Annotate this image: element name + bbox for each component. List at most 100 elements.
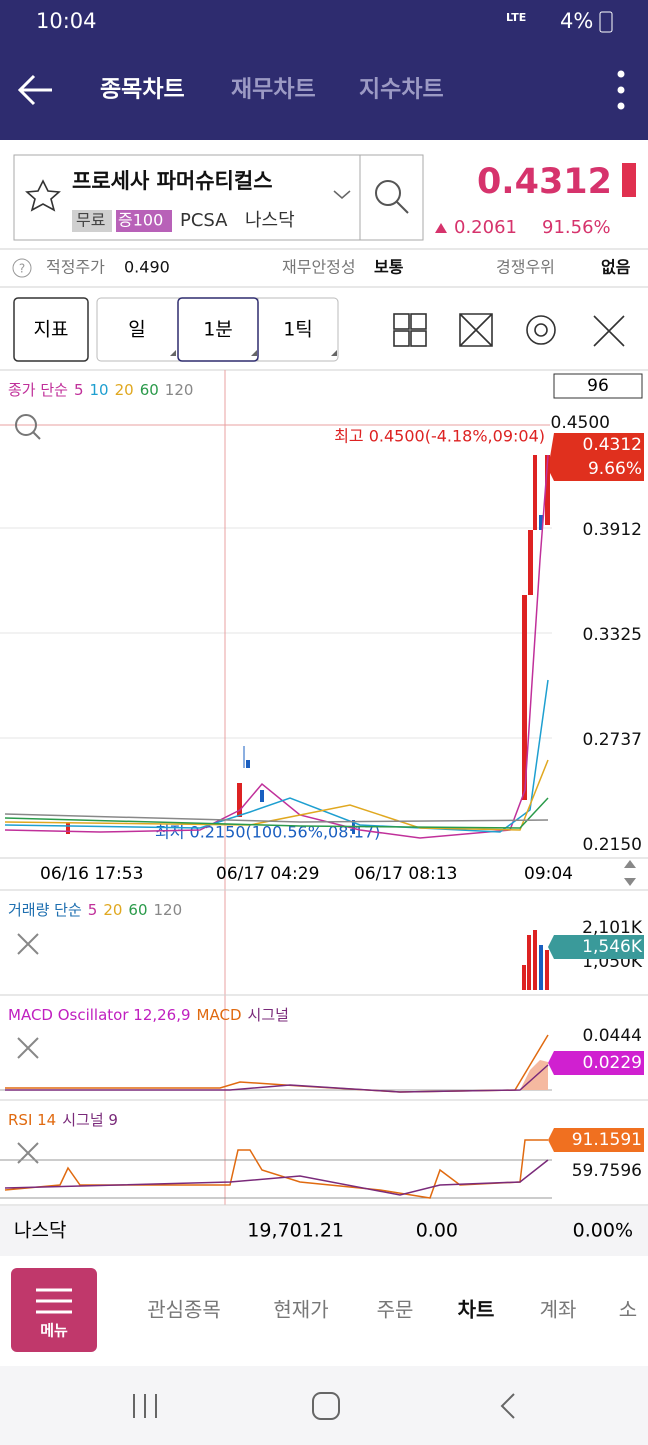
axis-label: 0.3325 <box>583 625 642 645</box>
rsi-signal <box>4 1159 549 1196</box>
tag: 무료 <box>76 211 105 230</box>
axis-label: 0.2737 <box>583 730 642 750</box>
period-button[interactable]: 1분 <box>203 319 233 341</box>
menu-label: 메뉴 <box>40 1322 68 1340</box>
ticker: PCSA <box>180 210 228 231</box>
time-label: 06/17 04:29 <box>216 864 319 884</box>
menu-button[interactable] <box>11 1268 97 1352</box>
price: 0.4312 <box>477 162 612 202</box>
macd-line <box>5 1034 549 1093</box>
count-box[interactable] <box>553 373 643 399</box>
tag-bg <box>116 210 172 232</box>
last-price-tag <box>548 433 644 481</box>
info-value: 보통 <box>374 258 404 277</box>
battery: 4% <box>560 9 593 33</box>
candles <box>66 455 550 834</box>
last-rsi-tag <box>548 1128 644 1152</box>
search-button[interactable] <box>375 180 409 214</box>
indicator-label: 지표 <box>34 319 69 341</box>
system-nav <box>0 1366 648 1445</box>
info-label: 재무안정성 <box>282 258 356 277</box>
menu-icon <box>36 1288 72 1314</box>
tools-icon[interactable] <box>593 315 625 347</box>
back-button[interactable] <box>17 74 52 106</box>
axis-label: 59.7596 <box>572 1161 642 1181</box>
last-rate: 9.66% <box>588 459 642 479</box>
index-rate: 0.00% <box>573 1220 633 1242</box>
more-menu[interactable] <box>617 70 625 110</box>
volume-bars <box>522 930 549 990</box>
help-icon[interactable] <box>12 258 32 278</box>
zoom-icon[interactable] <box>15 414 41 440</box>
period-active[interactable] <box>177 297 259 362</box>
stock-name: 프로세사 파머슈티컬스 <box>72 169 273 193</box>
axis-label: 0.3912 <box>583 520 642 540</box>
network: LTE <box>506 11 526 24</box>
tab[interactable]: 지수차트 <box>359 77 444 103</box>
period-button[interactable]: 1틱 <box>283 319 313 341</box>
dropdown[interactable] <box>333 190 351 199</box>
time-label: 06/16 17:53 <box>40 864 143 884</box>
time-label: 09:04 <box>524 864 573 884</box>
axis-label: 0.2150 <box>583 835 642 855</box>
last-macd: 0.0229 <box>583 1053 642 1073</box>
back-nav-button[interactable] <box>500 1393 515 1419</box>
indicator-button[interactable] <box>13 297 89 362</box>
battery-icon <box>599 11 613 33</box>
favorite-star[interactable] <box>25 179 61 212</box>
nav-tab[interactable]: 관심종목 <box>147 1298 221 1322</box>
index-bar <box>0 1206 648 1256</box>
header-bg <box>0 0 648 140</box>
last-volume: 1,546K <box>582 937 643 957</box>
info-value: 0.490 <box>124 258 170 277</box>
period-button[interactable]: 일 <box>128 319 145 341</box>
clock: 10:04 <box>36 9 97 33</box>
nav-tab[interactable]: 소 <box>619 1298 637 1322</box>
home-button[interactable] <box>312 1392 340 1420</box>
expand-icon[interactable] <box>459 313 493 347</box>
change-rate: 91.56% <box>542 217 611 238</box>
count: 96 <box>587 376 609 396</box>
layout-icon[interactable] <box>393 313 427 347</box>
nav-tab[interactable]: 현재가 <box>273 1298 328 1322</box>
price-bar <box>622 163 636 197</box>
corner-marks <box>170 350 337 356</box>
high-annotation: 최고 0.4500(-4.18%,09:04) <box>334 427 545 446</box>
recents-button[interactable] <box>133 1394 157 1418</box>
close-panel[interactable] <box>17 1037 39 1059</box>
tag: 증100 <box>118 211 163 230</box>
info-label: 경쟁우위 <box>496 258 555 277</box>
close-panel[interactable] <box>17 933 39 955</box>
legend: 거래량 단순 5 20 60 120 <box>8 901 182 919</box>
legend: RSI 14 시그널 9 <box>8 1111 118 1129</box>
last-macd-tag <box>548 1051 644 1075</box>
last-volume-tag <box>548 935 644 959</box>
nav-tab[interactable]: 계좌 <box>540 1298 577 1322</box>
index-change: 0.00 <box>416 1220 458 1242</box>
legend: 종가 단순 5 10 20 60 120 <box>8 381 193 399</box>
price-grid <box>0 527 552 739</box>
index-value: 19,701.21 <box>247 1220 344 1242</box>
scroll-arrows[interactable] <box>624 860 636 886</box>
info-value: 없음 <box>601 258 631 277</box>
legend: MACD Oscillator 12,26,9 MACD 시그널 <box>8 1006 289 1024</box>
tab[interactable]: 재무차트 <box>231 77 316 103</box>
help-mark: ? <box>19 262 25 276</box>
tag-bg <box>72 210 112 232</box>
settings-icon[interactable] <box>526 315 556 345</box>
nav-tab[interactable]: 주문 <box>377 1298 414 1322</box>
moving-averages <box>4 454 549 839</box>
info-label: 적정주가 <box>46 258 105 277</box>
exchange: 나스닥 <box>245 210 295 231</box>
low-annotation: 최저 0.2150(100.56%,08:17) <box>155 823 380 842</box>
axis-label: 0.4500 <box>551 413 610 433</box>
index-name: 나스닥 <box>14 1220 66 1242</box>
bottom-nav <box>0 1256 648 1366</box>
axis-label: 0.0444 <box>583 1026 642 1046</box>
tab-active[interactable]: 종목차트 <box>100 77 185 103</box>
nav-tab-active[interactable]: 차트 <box>458 1298 495 1322</box>
rsi-line <box>4 1139 548 1199</box>
time-label: 06/17 08:13 <box>354 864 457 884</box>
oscillator <box>520 1060 548 1090</box>
